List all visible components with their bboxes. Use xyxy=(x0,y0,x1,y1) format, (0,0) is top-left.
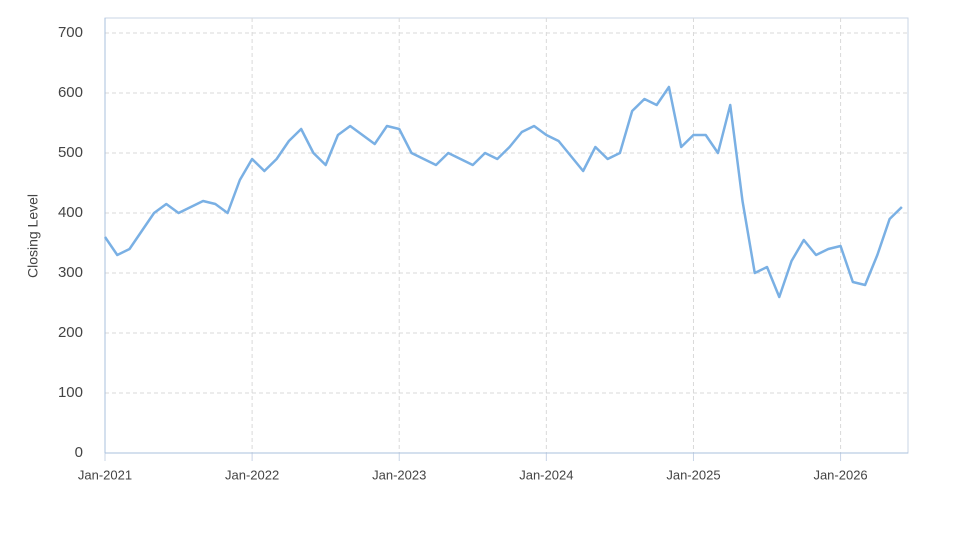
x-tick-label: Jan-2024 xyxy=(519,467,573,482)
x-tick-label: Jan-2023 xyxy=(372,467,426,482)
x-tick-label: Jan-2021 xyxy=(78,467,132,482)
x-tick-label: Jan-2025 xyxy=(666,467,720,482)
y-tick-label: 200 xyxy=(58,324,83,341)
y-tick-label: 600 xyxy=(58,84,83,101)
y-axis-label: Closing Level xyxy=(25,194,41,278)
data-line xyxy=(103,85,903,299)
y-tick-label: 0 xyxy=(75,444,83,461)
x-tick-label: Jan-2022 xyxy=(225,467,279,482)
y-tick-label: 700 xyxy=(58,24,83,41)
y-tick-label: 100 xyxy=(58,384,83,401)
plot-frame xyxy=(104,17,909,454)
x-tick-label: Jan-2026 xyxy=(813,467,867,482)
y-tick-label: 400 xyxy=(58,204,83,221)
y-tick-label: 500 xyxy=(58,144,83,161)
y-tick-label: 300 xyxy=(58,264,83,281)
